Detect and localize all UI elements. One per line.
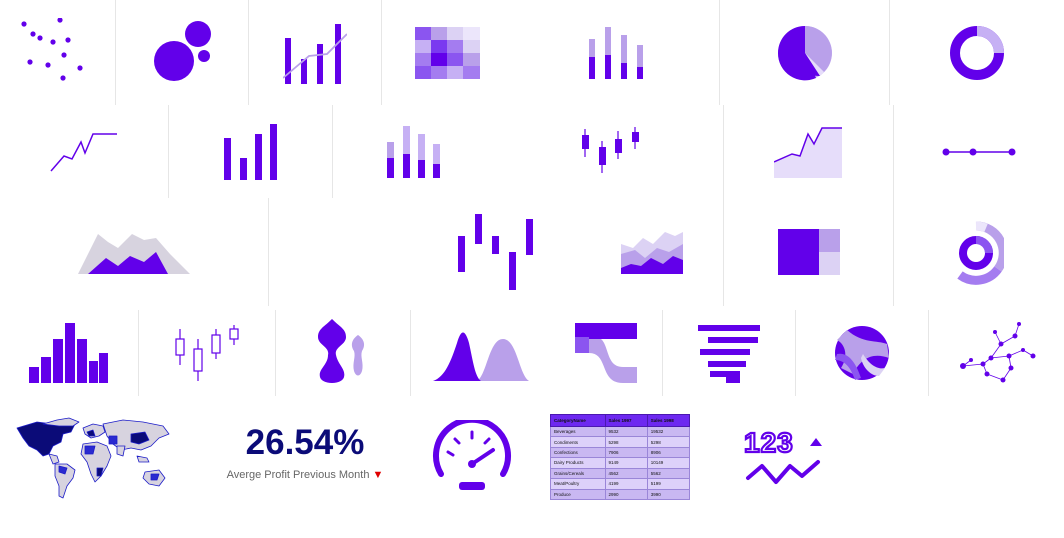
- world-map-icon: [16, 417, 169, 499]
- stacked-area-icon: [620, 232, 683, 274]
- treemap-icon: [777, 229, 840, 275]
- dot-line-icon: [942, 148, 1016, 155]
- table-row: Confections 7906 8906: [550, 446, 691, 459]
- waterfall-tile[interactable]: [268, 198, 723, 306]
- line-chart-tile[interactable]: [0, 105, 168, 198]
- table-cell: 8906: [646, 446, 691, 459]
- box-plot-icon: [175, 325, 239, 381]
- world-map-tile[interactable]: [10, 414, 175, 504]
- table-cell: Produce: [550, 488, 606, 501]
- table-cell: Dairy Products: [550, 457, 606, 469]
- pie-chart-icon: [777, 25, 832, 80]
- bubble-chart-icon: [154, 20, 211, 81]
- violin-plot-icon: [318, 319, 365, 383]
- table-header-row: CategoryName Sales 1997 Sales 1998: [550, 414, 691, 427]
- table-cell: Condiments: [550, 436, 606, 448]
- table-cell: Meat/Poultry: [550, 478, 606, 490]
- table-cell: 19532: [646, 425, 691, 438]
- table-cell: Confections: [550, 446, 606, 459]
- candlestick-tile[interactable]: [496, 105, 723, 198]
- network-graph-tile[interactable]: [928, 310, 1064, 396]
- table-cell: Beverages: [550, 425, 606, 438]
- table-header-cell[interactable]: Sales 1997: [604, 414, 648, 427]
- table-cell: Grains/Cereals: [550, 467, 606, 480]
- table-cell: 3990: [646, 488, 691, 501]
- number-card-value: 123: [744, 427, 794, 458]
- mountain-area-icon: [78, 234, 190, 274]
- histogram-icon: [29, 323, 108, 383]
- sankey-tile[interactable]: [550, 310, 662, 396]
- box-plot-tile[interactable]: [138, 310, 275, 396]
- histogram-tile[interactable]: [0, 310, 138, 396]
- table-row: Meat/Poultry 4199 5199: [550, 478, 691, 490]
- sales-table: CategoryName Sales 1997 Sales 1998 Bever…: [550, 414, 691, 501]
- table-row: Dairy Products 9149 10149: [550, 457, 691, 469]
- gauge-tile[interactable]: [426, 418, 518, 496]
- table-cell: 9149: [604, 457, 648, 469]
- area-chart-tile[interactable]: [723, 105, 893, 198]
- stacked-area-tile[interactable]: [580, 198, 723, 306]
- speedometer-icon: [433, 420, 511, 490]
- table-cell: 4562: [604, 467, 648, 480]
- kpi-caption: Averge Profit Previous Month ▼: [212, 469, 398, 481]
- heatmap-tile[interactable]: [381, 0, 514, 105]
- sunburst-icon: [957, 221, 1004, 285]
- table-cell: 5298: [646, 436, 691, 448]
- table-row: Grains/Cereals 4562 5562: [550, 467, 691, 480]
- table-row: Produce 2990 3990: [550, 488, 691, 501]
- column-chart-tile[interactable]: [168, 105, 332, 198]
- table-cell: 5298: [604, 436, 648, 448]
- sankey-icon: [575, 323, 637, 383]
- heatmap-icon: [415, 26, 480, 79]
- table-row: Beverages 9532 19532: [550, 425, 691, 438]
- stacked-column-light-icon: [386, 125, 440, 178]
- table-cell: 5199: [646, 478, 691, 490]
- dot-line-tile[interactable]: [893, 105, 1064, 198]
- down-arrow-icon: ▼: [372, 469, 384, 481]
- network-graph-icon: [959, 322, 1035, 383]
- stacked-column-icon: [588, 26, 643, 79]
- stacked-column-light-tile[interactable]: [332, 105, 496, 198]
- table-cell: 7906: [604, 446, 648, 459]
- table-cell: 2990: [604, 488, 648, 501]
- gantt-chart-icon: [698, 325, 760, 383]
- line-chart-icon: [50, 132, 117, 171]
- donut-chart-tile[interactable]: [889, 0, 1064, 105]
- table-header-cell[interactable]: Sales 1998: [646, 414, 691, 427]
- candlestick-icon: [581, 126, 639, 173]
- donut-chart-icon: [950, 25, 1004, 80]
- area-chart-icon: [773, 126, 842, 178]
- table-cell: 10149: [646, 457, 691, 469]
- treemap-tile[interactable]: [723, 198, 893, 306]
- scatter-chart-tile[interactable]: [0, 0, 115, 105]
- chord-diagram-icon: [835, 326, 889, 380]
- table-cell: 5562: [646, 467, 691, 480]
- violin-plot-tile[interactable]: [275, 310, 410, 396]
- kpi-caption-text: Averge Profit Previous Month: [226, 469, 370, 481]
- scatter-chart-icon: [20, 17, 83, 81]
- number-card-tile[interactable]: 123: [738, 422, 828, 492]
- pie-chart-tile[interactable]: [719, 0, 889, 105]
- kpi-value: 26.54%: [245, 423, 365, 462]
- table-cell: 4199: [604, 478, 648, 490]
- stacked-column-tile[interactable]: [514, 0, 719, 105]
- density-plot-tile[interactable]: [410, 310, 550, 396]
- mountain-area-tile[interactable]: [0, 198, 268, 306]
- number-trend-icon: 123: [743, 426, 822, 484]
- density-plot-icon: [432, 332, 529, 381]
- gantt-chart-tile[interactable]: [662, 310, 795, 396]
- bubble-chart-tile[interactable]: [115, 0, 248, 105]
- bar-line-combo-tile[interactable]: [248, 0, 381, 105]
- column-chart-icon: [223, 123, 277, 180]
- sunburst-tile[interactable]: [893, 198, 1064, 306]
- table-row: Condiments 5298 5298: [550, 436, 691, 448]
- bar-line-combo-icon: [283, 23, 347, 84]
- table-header-cell[interactable]: CategoryName: [550, 414, 606, 427]
- waterfall-icon: [458, 214, 533, 290]
- table-cell: 9532: [604, 425, 648, 438]
- chord-diagram-tile[interactable]: [795, 310, 928, 396]
